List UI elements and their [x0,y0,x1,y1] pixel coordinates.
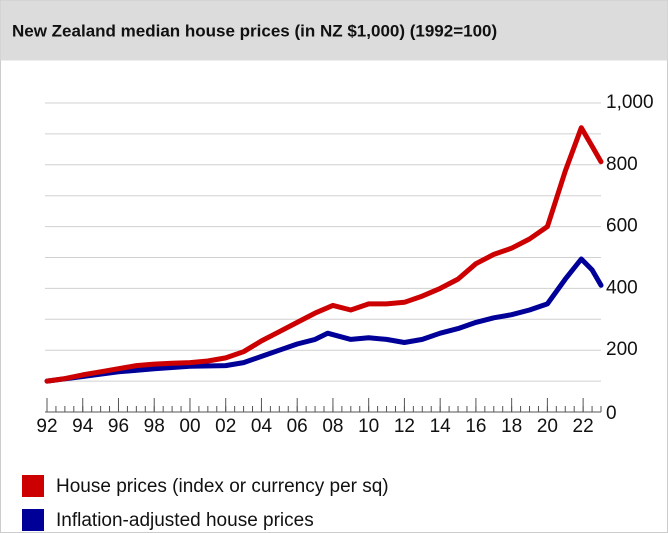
x-tick-label: 04 [251,416,273,437]
x-tick-label: 94 [72,416,94,437]
x-tick-label: 16 [465,416,486,437]
y-tick-label: 200 [606,339,638,360]
x-tick-label: 02 [215,416,236,437]
legend-swatch [22,475,44,497]
y-tick-label: 400 [606,277,638,298]
x-tick-label: 06 [287,416,308,437]
line-series [44,125,604,384]
y-tick-label: 800 [606,154,638,175]
legend-swatch [22,509,44,531]
x-tick-label: 08 [322,416,343,437]
x-tick-label: 22 [573,416,594,437]
y-tick-label: 0 [606,403,617,424]
y-tick-label: 600 [606,216,638,237]
chart-title: New Zealand median house prices (in NZ $… [12,21,497,40]
x-tick-label: 98 [144,416,165,437]
legend-label: Inflation-adjusted house prices [56,510,314,531]
x-tick-label: 12 [394,416,415,437]
x-tick-label: 92 [36,416,57,437]
x-tick-label: 14 [430,416,452,437]
x-tick-label: 96 [108,416,129,437]
title-bar [0,0,668,61]
x-tick-label: 10 [358,416,379,437]
x-tick-label: 00 [179,416,200,437]
x-tick-label: 18 [501,416,522,437]
y-tick-label: 1,000 [606,92,654,113]
line-series [44,256,604,384]
x-tick-label: 20 [537,416,558,437]
legend-label: House prices (index or currency per sq) [56,476,389,497]
